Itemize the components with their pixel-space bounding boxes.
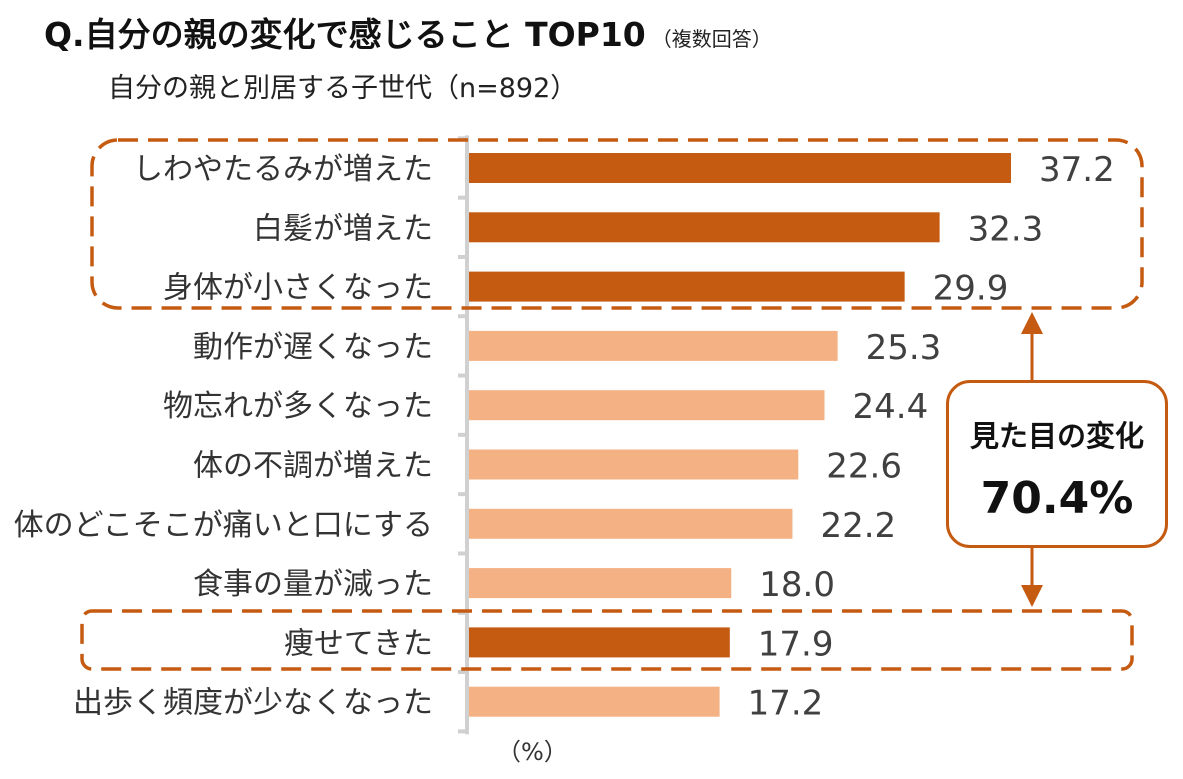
- category-label: 出歩く頻度が少なくなった: [73, 686, 433, 721]
- value-label: 24.4: [853, 387, 929, 427]
- arrow-down-icon: [1021, 585, 1043, 607]
- unit-label: （%）: [497, 738, 568, 766]
- chart-title: Q.自分の親の変化で感じること TOP10 （複数回答）: [44, 8, 772, 56]
- value-label: 17.2: [748, 684, 824, 724]
- category-label: 物忘れが多くなった: [163, 389, 433, 424]
- callout-value: 70.4%: [980, 473, 1134, 524]
- appearance-change-callout: 見た目の変化 70.4%: [946, 380, 1168, 548]
- category-label: しわやたるみが増えた: [133, 152, 433, 187]
- value-label: 32.3: [968, 209, 1044, 249]
- bar: [469, 153, 1012, 183]
- highlight-box-top3: [90, 138, 1144, 310]
- value-label: 18.0: [759, 565, 835, 605]
- chart-subtitle: 自分の親と別居する子世代（n=892）: [108, 73, 578, 104]
- title-note: （複数回答）: [651, 27, 772, 51]
- bar: [469, 449, 799, 480]
- category-label: 痩せてきた: [284, 626, 433, 661]
- bar: [469, 627, 730, 658]
- bar: [469, 212, 940, 243]
- value-label: 22.6: [826, 447, 902, 487]
- value-label: 37.2: [1039, 150, 1115, 190]
- bar: [469, 271, 905, 302]
- title-text: Q.自分の親の変化で感じること TOP10: [44, 15, 646, 54]
- bar: [469, 330, 838, 361]
- value-label: 25.3: [866, 328, 942, 368]
- callout-title: 見た目の変化: [969, 419, 1144, 453]
- category-label: 体のどこそこが痛いと口にする: [14, 508, 433, 543]
- category-label: 体の不調が増えた: [193, 449, 433, 484]
- arrow-up-icon: [1021, 312, 1043, 334]
- highlight-box-thin: [80, 609, 1134, 671]
- category-label: 白髪が増えた: [253, 211, 433, 246]
- value-label: 22.2: [820, 506, 896, 546]
- bar: [469, 568, 732, 599]
- value-label: 29.9: [933, 269, 1009, 309]
- bar: [469, 390, 825, 421]
- category-label: 動作が遅くなった: [193, 330, 433, 365]
- category-label: 食事の量が減った: [193, 567, 433, 602]
- category-label: 身体が小さくなった: [163, 271, 433, 306]
- value-label: 17.9: [758, 624, 834, 664]
- bar: [469, 508, 793, 539]
- bar: [469, 686, 720, 717]
